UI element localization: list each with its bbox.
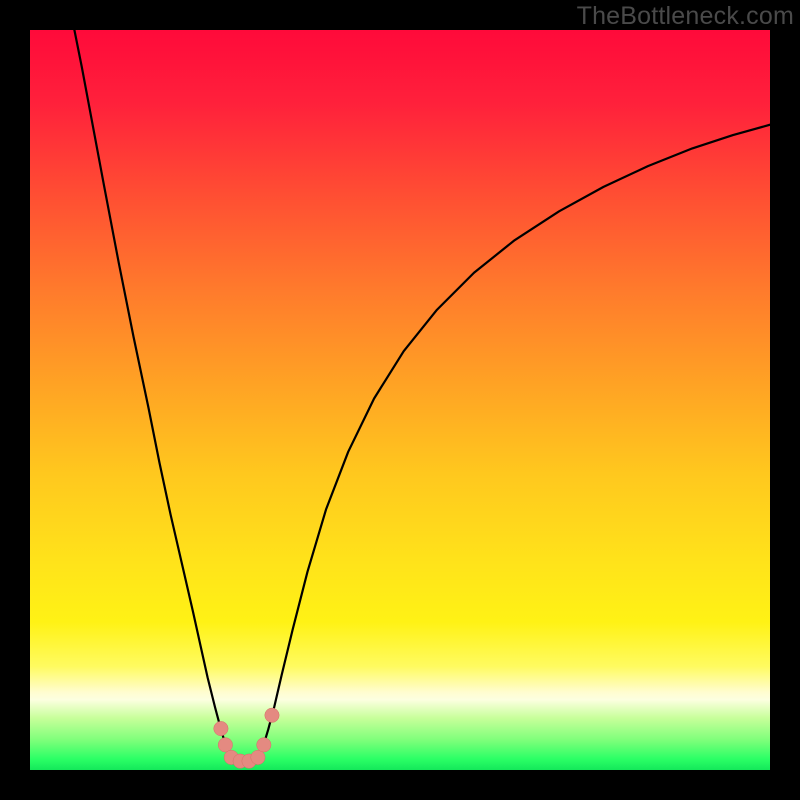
curve-marker — [251, 750, 265, 764]
plot-area — [30, 30, 770, 770]
curve-marker — [265, 708, 279, 722]
plot-svg — [30, 30, 770, 770]
curve-marker — [257, 738, 271, 752]
watermark-text: TheBottleneck.com — [577, 2, 794, 31]
curve-marker — [214, 721, 228, 735]
curve-marker — [218, 738, 232, 752]
gradient-background — [30, 30, 770, 770]
chart-frame: TheBottleneck.com — [0, 0, 800, 800]
